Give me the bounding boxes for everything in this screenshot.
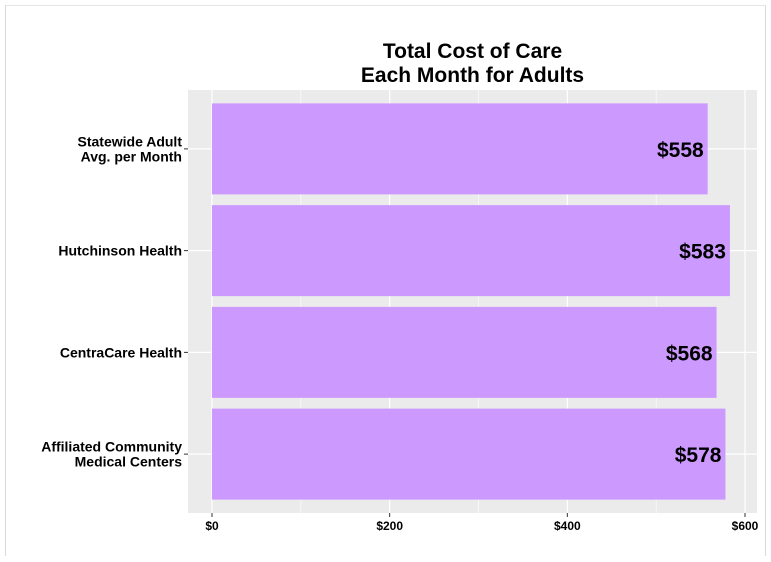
y-tick-label: Avg. per Month <box>81 148 182 164</box>
bar-value-label: $583 <box>679 241 726 264</box>
bar <box>212 306 717 398</box>
y-tick-label: CentraCare Health <box>60 344 182 360</box>
x-tick-label: $200 <box>376 519 403 533</box>
bar-value-label: $578 <box>675 444 722 467</box>
x-tick-label: $400 <box>554 519 581 533</box>
chart-title-line-2: Each Month for Adults <box>360 64 585 87</box>
bar <box>212 408 726 500</box>
x-tick-label: $600 <box>732 519 759 533</box>
y-tick-label: Statewide Adult <box>78 133 183 149</box>
y-tick-label: Affiliated Community <box>41 439 182 455</box>
x-tick-label: $0 <box>205 519 219 533</box>
bar <box>212 103 708 195</box>
y-tick-label: Hutchinson Health <box>58 243 182 259</box>
chart-title-line-1: Total Cost of Care <box>382 40 563 63</box>
chart-frame <box>5 5 766 556</box>
bar <box>212 205 730 297</box>
y-tick-label: Medical Centers <box>75 454 183 470</box>
bar-value-label: $558 <box>657 139 704 162</box>
bar-value-label: $568 <box>666 342 713 365</box>
